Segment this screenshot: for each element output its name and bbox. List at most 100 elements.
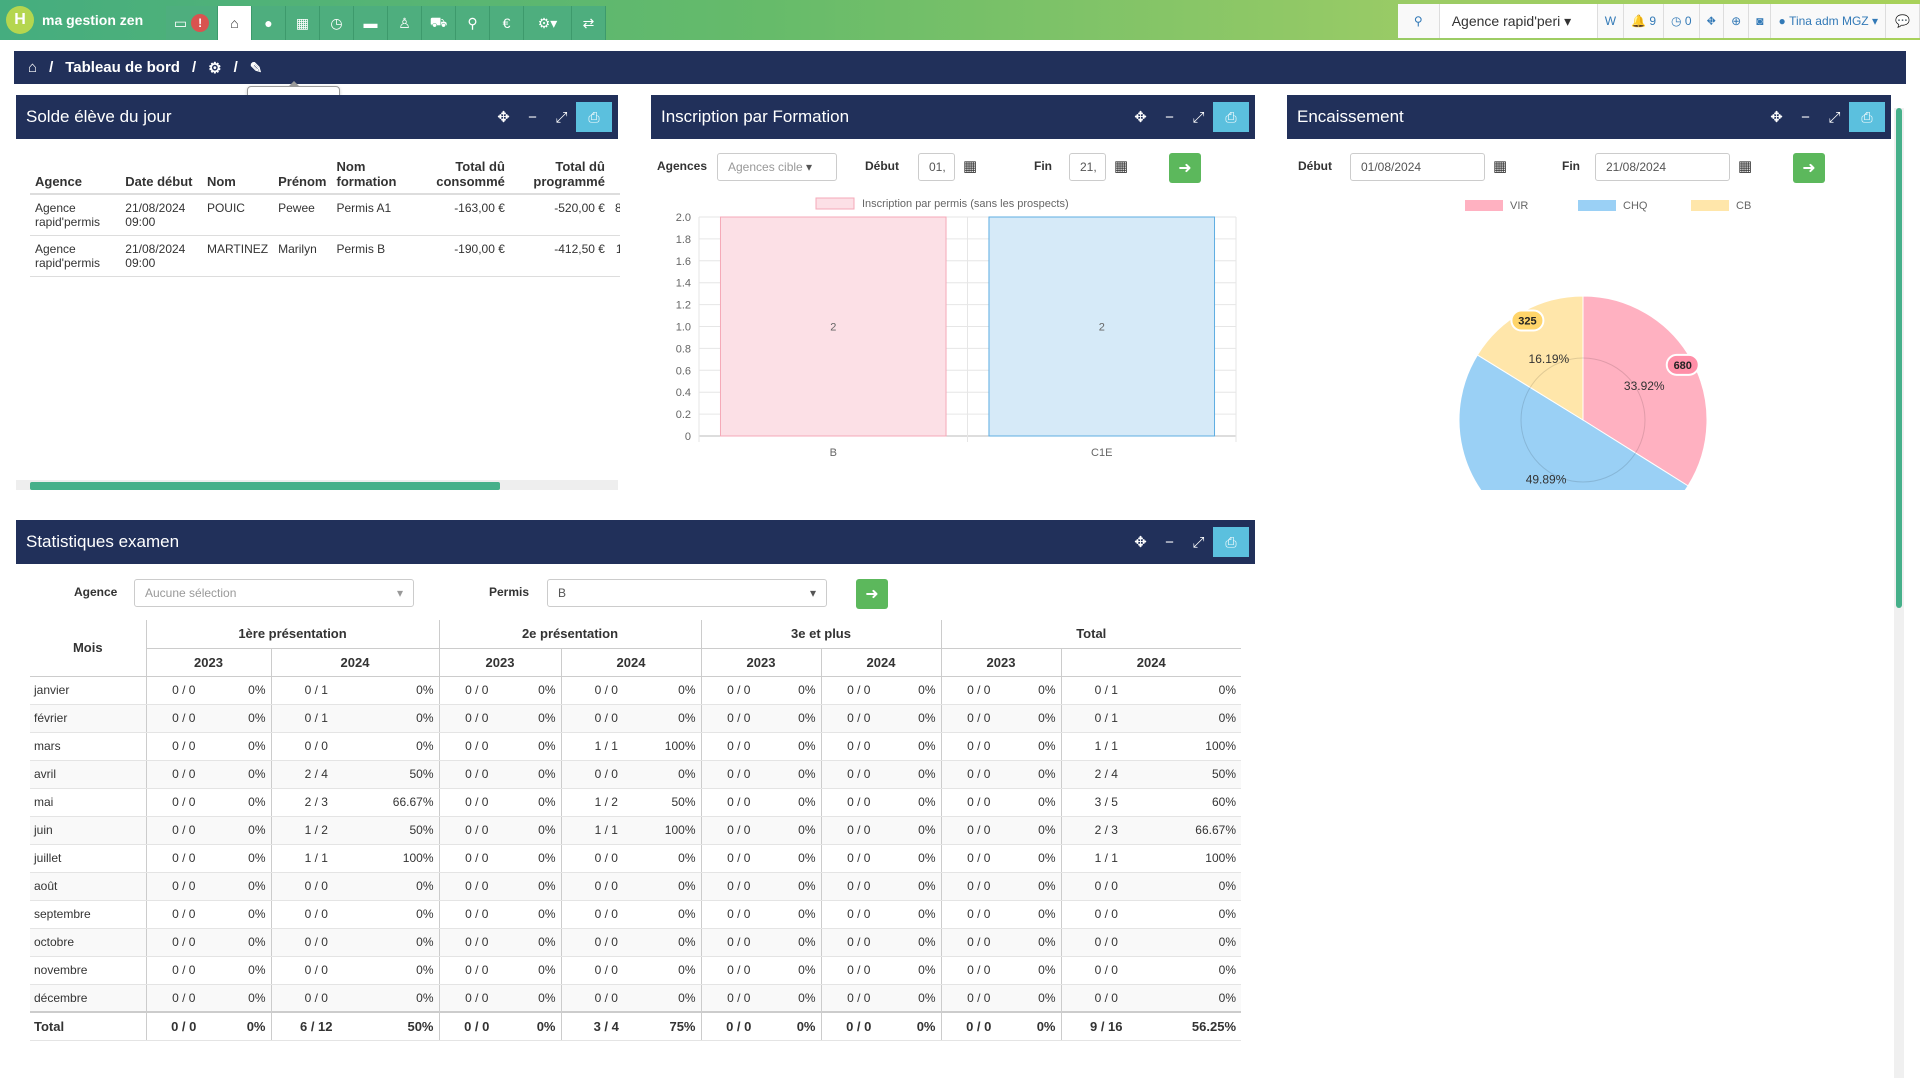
person-nav-button[interactable]: ♙ [388,6,422,40]
agence-select[interactable]: Aucune sélection ▾ [134,579,414,607]
table-cell: 0% [1016,704,1061,733]
pie-slice [1458,354,1689,490]
random-nav-button[interactable]: ⇄ [572,6,606,40]
submit-button[interactable]: ➜ [856,579,888,609]
table-cell: Marilyn [273,235,332,277]
expand-icon[interactable]: ⤢ [1828,108,1841,126]
card-icon: ▭ [173,14,188,31]
bar-value-label: 2 [830,322,836,334]
configuration-icon[interactable]: ⚙ [208,59,222,77]
table-cell: Agence rapid'permis [30,235,121,277]
expand-icon[interactable]: ⤢ [1192,533,1205,551]
horizontal-scrollbar[interactable] [16,480,618,490]
solde-column-header[interactable]: Prénom [273,155,332,195]
move-icon[interactable]: ✥ [1134,534,1147,551]
table-cell: 0% [896,704,941,733]
location-nav-button[interactable]: ⚲ [456,6,490,40]
permis-select[interactable]: B ▾ [547,579,827,607]
table-cell: 0% [1151,984,1241,1013]
print-button[interactable]: ⎙ [1213,527,1249,557]
w-button[interactable]: W [1597,4,1625,38]
scrollbar-thumb[interactable] [30,482,500,490]
user-nav-button[interactable]: ● [252,6,286,40]
agences-select[interactable]: Agences cible ▾ [717,153,837,181]
solde-column-header[interactable]: Total dû consommé [412,155,510,195]
table-cell: 0 / 0 [940,760,1016,789]
chat-button[interactable]: 💬 [1886,4,1920,38]
home-icon[interactable]: ⌂ [28,59,38,76]
move-icon[interactable]: ✥ [1134,109,1147,126]
print-button[interactable]: ⎙ [1213,102,1249,132]
table-cell: 0% [514,872,561,901]
bar [719,216,947,437]
pie-percent-label: 49.89% [1526,472,1567,486]
debut-value: 01/08/2024 [1361,160,1422,174]
expand-icon[interactable]: ⤢ [555,108,568,126]
agency-select[interactable]: Agence rapid'peri ▾ [1439,4,1598,38]
edit-icon[interactable]: ✎ [249,59,263,77]
table-cell: 0 / 0 [700,900,776,929]
solde-column-header[interactable]: To [609,155,620,195]
calendar-icon[interactable]: ▦ [1493,158,1508,175]
messages-alert-button[interactable]: ▭! [166,6,218,40]
app-logo[interactable]: H ma gestion zen [6,4,143,36]
camera-button[interactable]: ◙ [1749,4,1772,38]
road-button[interactable]: ⛖ [1699,4,1725,38]
notifications-button[interactable]: 🔔 9 [1624,4,1665,38]
user-menu[interactable]: ● Tina adm MGZ ▾ [1771,4,1886,38]
minimize-icon[interactable]: − [528,108,537,126]
table-cell: 0% [514,788,561,817]
pending-button[interactable]: ◷ 0 [1664,4,1700,38]
expand-icon[interactable]: ⤢ [1192,108,1205,126]
table-cell: 0 / 0 [820,732,896,761]
page-title[interactable]: Tableau de bord [65,59,180,76]
calendar-icon[interactable]: ▦ [1114,158,1129,175]
car-nav-button[interactable]: ⛟ [422,6,456,40]
table-cell: 0 / 0 [438,704,514,733]
debut-date-input[interactable]: 01/08/2024 [1350,153,1485,181]
table-cell: 75% [651,1011,701,1041]
debut-date-input[interactable]: 01, [918,153,955,181]
settings-dropdown-button[interactable]: ⚙▾ [524,6,572,40]
fin-date-input[interactable]: 21/08/2024 [1595,153,1730,181]
table-cell: 0% [776,816,821,845]
minimize-icon[interactable]: − [1165,533,1174,551]
clock-nav-button[interactable]: ◷ [320,6,354,40]
table-row[interactable]: Agence rapid'permis 21/08/2024 09:00 MARTI… [30,235,620,277]
table-cell: 0% [1016,816,1061,845]
table-cell: 2 / 4 [270,760,361,789]
table-cell: 0 / 0 [1060,956,1151,985]
minimize-icon[interactable]: − [1165,108,1174,126]
move-icon[interactable]: ✥ [497,109,510,126]
calendar-icon[interactable]: ▦ [963,158,978,175]
calendar-icon[interactable]: ▦ [1738,158,1753,175]
euro-nav-button[interactable]: € [490,6,524,40]
mois-header: Mois [30,620,146,677]
table-cell: 0 / 0 [820,816,896,845]
submit-button[interactable]: ➜ [1793,153,1825,183]
minimize-icon[interactable]: − [1801,108,1810,126]
submit-button[interactable]: ➜ [1169,153,1201,183]
fin-date-input[interactable]: 21, [1069,153,1106,181]
table-cell: 0 / 0 [820,900,896,929]
inscription-panel: Inscription par Formation ✥ − ⤢ ⎙ Agence… [651,95,1255,495]
table-cell: 0% [651,956,701,985]
solde-column-header[interactable]: Total dû programmé [509,155,610,195]
solde-column-header[interactable]: Date début [120,155,202,195]
scrollbar-thumb[interactable] [1896,108,1902,608]
print-button[interactable]: ⎙ [1849,102,1885,132]
support-button[interactable]: ⊕ [1724,4,1750,38]
solde-column-header[interactable]: Nom [201,155,274,195]
home-nav-button[interactable]: ⌂ [218,6,252,40]
solde-column-header[interactable]: Nom formation [331,155,413,195]
solde-column-header[interactable]: Agence [30,155,121,195]
table-cell: 0 / 0 [438,844,514,873]
print-button[interactable]: ⎙ [576,102,612,132]
location-button[interactable]: ⚲ [1397,4,1440,38]
payment-card-nav-button[interactable]: ▬ [354,6,388,40]
calendar-nav-button[interactable]: ▦ [286,6,320,40]
move-icon[interactable]: ✥ [1770,109,1783,126]
table-row[interactable]: Agence rapid'permis 21/08/2024 09:00 POUIC… [30,194,620,236]
table-cell: 50% [361,1011,439,1041]
vertical-scrollbar[interactable] [1894,108,1904,1078]
